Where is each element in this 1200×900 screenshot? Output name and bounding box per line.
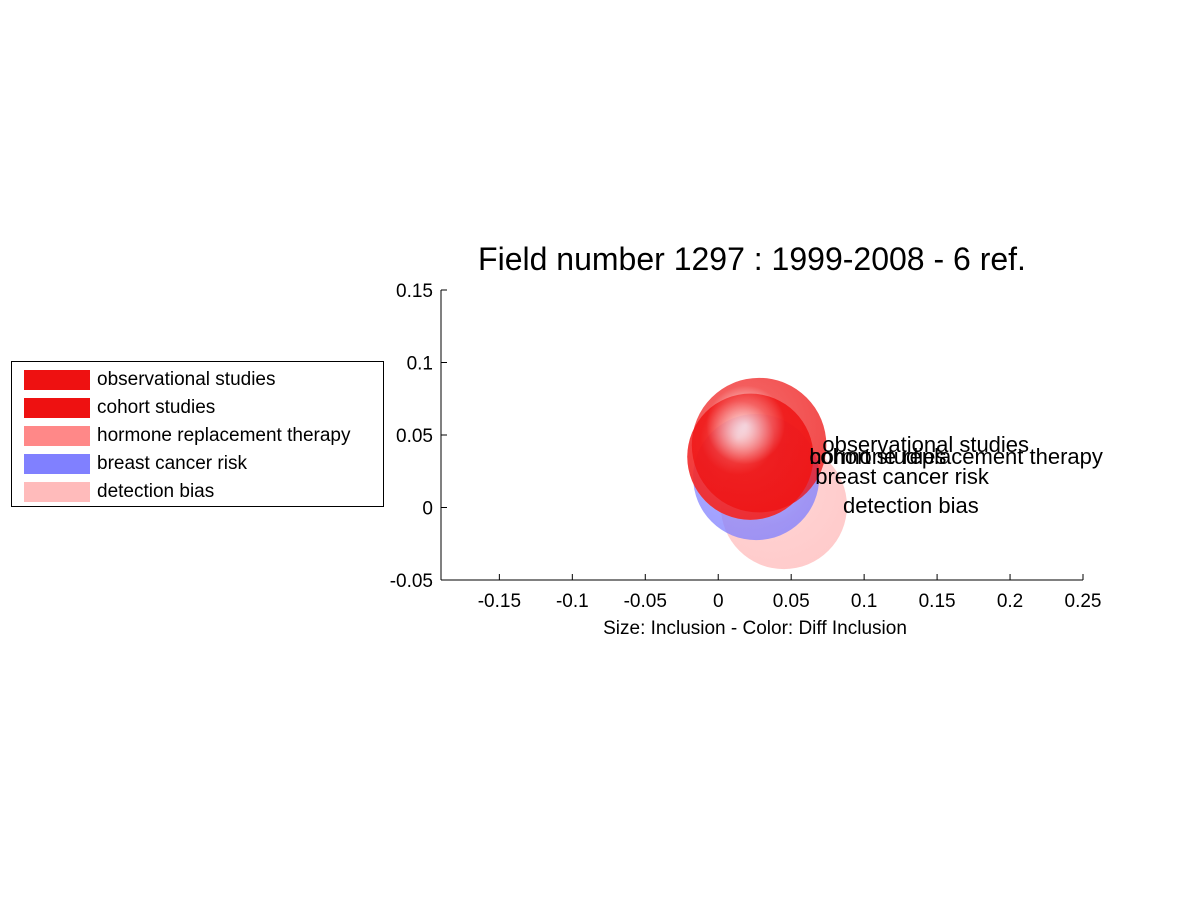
y-tick-label: 0 [422,499,433,520]
y-tick-label: 0.1 [407,354,433,375]
y-tick-label: -0.05 [390,571,433,592]
legend-label: breast cancer risk [97,453,247,474]
legend-swatch [24,482,90,502]
bubbles [687,377,847,570]
x-tick-label: 0.1 [851,591,877,612]
x-tick-label: 0.05 [773,591,810,612]
x-tick-label: -0.15 [478,591,521,612]
legend-swatch [24,454,90,474]
bubble-label: detection bias [843,493,979,518]
x-tick-label: 0.25 [1065,591,1102,612]
x-axis-label: Size: Inclusion - Color: Diff Inclusion [603,618,907,639]
bubble-label: observational studies [822,432,1029,457]
legend: observational studies cohort studies hormo… [11,361,384,507]
legend-label: hormone replacement therapy [97,425,351,446]
y-tick-label: 0.15 [396,281,433,302]
legend-label: detection bias [97,481,215,502]
legend-swatch [24,398,90,418]
legend-label: observational studies [97,369,276,390]
bubble-observational-studies [691,377,827,513]
bubble-label: breast cancer risk [815,464,990,489]
x-tick-label: 0.2 [997,591,1023,612]
y-tick-label: 0.05 [396,426,433,447]
x-tick-label: -0.1 [556,591,589,612]
legend-label: cohort studies [97,397,216,418]
axes: -0.15 -0.1 -0.05 0 0.05 0.1 0.15 0.2 0.25 -0.05 0 0… [390,281,1102,612]
x-tick-label: 0.15 [919,591,956,612]
bubble-label: cohort studies [809,444,946,469]
x-tick-label: -0.05 [624,591,667,612]
x-tick-label: 0 [713,591,724,612]
chart-title: Field number 1297 : 1999-2008 - 6 ref. [478,241,1026,277]
legend-swatch [24,370,90,390]
bubble-label: hormone replacement therapy [809,444,1103,469]
legend-swatch [24,426,90,446]
